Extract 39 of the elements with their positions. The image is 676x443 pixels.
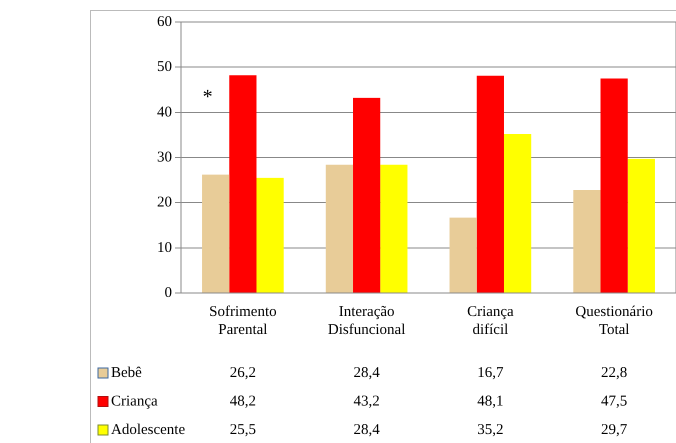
y-tick-label: 20: [157, 194, 172, 211]
x-tick-label: Criança difícil: [467, 304, 514, 338]
x-tick-label: Interação Disfuncional: [328, 304, 406, 338]
data-label: 22,8: [601, 364, 628, 381]
bar: [600, 78, 628, 292]
data-label: 16,7: [477, 364, 504, 381]
data-label: 29,7: [601, 422, 628, 438]
data-label: 43,2: [354, 393, 380, 410]
bar: [202, 174, 230, 292]
annotation: *: [202, 86, 213, 108]
legend-label: Criança: [111, 393, 158, 410]
bar: [229, 75, 256, 292]
data-label: 25,5: [230, 422, 256, 438]
bar: [504, 134, 532, 292]
data-label: 35,2: [477, 422, 504, 438]
y-tick-label: 0: [164, 284, 172, 301]
data-label: 26,2: [230, 364, 256, 381]
y-tick-label: 60: [157, 14, 172, 30]
data-label: 47,5: [601, 393, 628, 410]
legend-label: Adolescente: [111, 422, 186, 438]
bar: [628, 158, 655, 292]
y-tick-label: 30: [157, 149, 172, 166]
data-label: 28,4: [354, 422, 380, 438]
y-tick-label: 40: [157, 104, 172, 120]
data-label: 48,2: [230, 393, 256, 410]
bar: [256, 178, 284, 292]
x-tick-label: Sofrimento Parental: [209, 304, 277, 338]
bar: [326, 164, 354, 292]
bar: [450, 218, 477, 292]
x-tick-label: Questionário Total: [575, 304, 653, 338]
bar: [353, 98, 380, 292]
y-tick-label: 50: [157, 59, 172, 76]
y-tick-label: 10: [157, 240, 172, 256]
bar: [573, 190, 601, 292]
data-label: 48,1: [477, 393, 504, 410]
data-label: 28,4: [354, 364, 380, 381]
bar: [380, 164, 408, 292]
bar: [476, 76, 504, 292]
legend-label: Bebê: [111, 364, 142, 381]
